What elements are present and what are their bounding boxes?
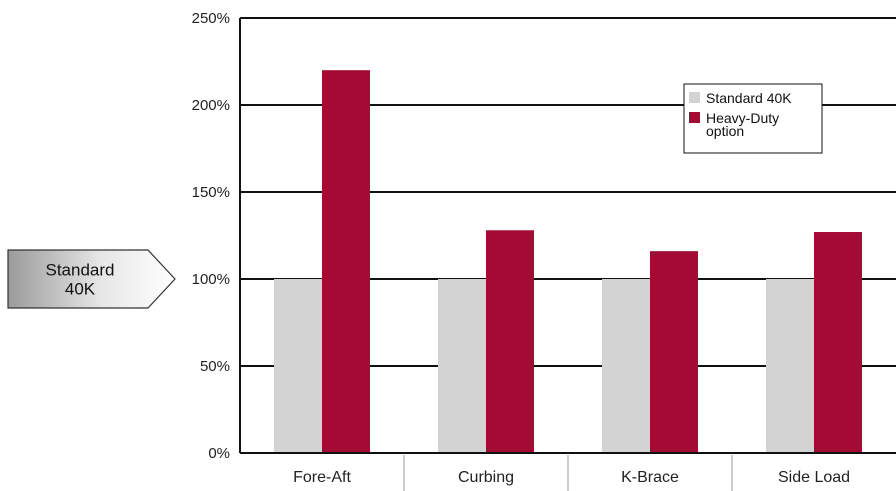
bar-standard: [766, 279, 814, 453]
bar-standard: [602, 279, 650, 453]
bar-heavy-duty: [486, 230, 534, 453]
y-tick-label: 250%: [192, 10, 230, 27]
bar-heavy-duty: [322, 70, 370, 453]
legend-label: Heavy-Duty: [706, 110, 779, 126]
bar-heavy-duty: [650, 251, 698, 453]
x-tick-label: Side Load: [778, 469, 850, 486]
axes: [239, 18, 896, 491]
y-tick-label: 0%: [208, 445, 230, 462]
y-tick-label: 100%: [192, 271, 230, 288]
y-tick-label: 50%: [200, 358, 230, 375]
bars: [274, 70, 862, 453]
reference-label: 40K: [65, 280, 96, 299]
bar-heavy-duty: [814, 232, 862, 453]
axis-labels: 0% 50% 100% 150% 200% 250% Fore-Aft Curbing K-Br…: [192, 10, 850, 486]
x-tick-label: K-Brace: [621, 469, 679, 486]
bar-standard: [274, 279, 322, 453]
legend-box: [683, 83, 823, 154]
x-tick-label: Curbing: [458, 469, 514, 486]
legend-swatch: [689, 92, 700, 103]
y-tick-label: 200%: [192, 97, 230, 114]
legend-swatch: [689, 112, 700, 123]
legend-label: option: [706, 123, 744, 139]
bar-standard: [438, 279, 486, 453]
legend-label: Standard 40K: [706, 90, 792, 106]
reference-arrow: [7, 249, 176, 309]
reference-label: Standard: [46, 261, 115, 280]
y-tick-label: 150%: [192, 184, 230, 201]
x-tick-label: Fore-Aft: [293, 469, 351, 486]
